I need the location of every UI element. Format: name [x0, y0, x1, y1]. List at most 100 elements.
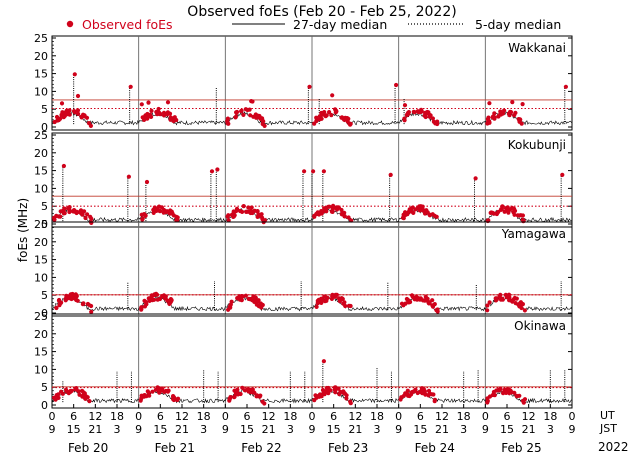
observed-point-high	[72, 72, 77, 77]
observed-point	[247, 389, 252, 394]
ut-tick-label: 12	[88, 410, 102, 423]
observed-point	[512, 113, 517, 118]
y-tick-label: 20	[34, 50, 48, 63]
ut-tick-label: 12	[435, 410, 449, 423]
observed-point	[83, 215, 88, 221]
observed-point	[146, 390, 151, 395]
observed-point	[521, 400, 526, 405]
observed-point	[319, 209, 324, 214]
observed-point	[485, 400, 490, 405]
observed-point	[423, 392, 428, 397]
observed-point	[154, 109, 159, 115]
observed-point	[142, 393, 147, 398]
observed-point	[52, 119, 57, 125]
observed-point	[71, 208, 76, 214]
observed-point	[316, 297, 321, 302]
observed-point	[62, 206, 67, 211]
observed-point	[149, 108, 154, 113]
observed-point	[142, 298, 147, 303]
observed-point	[59, 101, 65, 106]
observed-point-high	[311, 169, 316, 174]
ut-tick-label: 6	[504, 410, 511, 423]
observed-point	[156, 106, 161, 112]
observed-point	[168, 297, 173, 302]
observed-point	[58, 116, 63, 121]
observed-point	[339, 296, 344, 301]
observed-point	[522, 308, 528, 313]
observed-point	[421, 386, 426, 392]
observed-point	[165, 389, 170, 394]
station-name: Wakkanai	[508, 41, 566, 55]
ut-tick-label: 18	[283, 410, 297, 423]
observed-point	[417, 204, 422, 209]
jst-tick-label: 3	[114, 423, 121, 436]
observed-point	[242, 388, 247, 393]
observed-point	[233, 209, 239, 214]
observed-point	[521, 219, 526, 224]
observed-point	[143, 213, 148, 218]
observed-point	[163, 294, 168, 299]
jst-tick-label: 15	[67, 423, 81, 436]
observed-point	[252, 208, 257, 213]
observed-point	[57, 297, 62, 303]
observed-point	[231, 214, 236, 219]
observed-point	[343, 303, 348, 309]
observed-point	[240, 385, 245, 390]
observed-point-high	[560, 172, 565, 177]
observed-point	[54, 114, 60, 120]
ut-tick-label: 0	[49, 410, 56, 423]
observed-point	[241, 112, 246, 117]
observed-point	[498, 292, 503, 297]
jst-tick-label: 3	[287, 423, 294, 436]
jst-tick-label: 21	[348, 423, 362, 436]
observed-point	[322, 299, 328, 304]
day-label: Feb 24	[415, 441, 455, 455]
observed-point	[155, 297, 160, 302]
observed-point	[518, 213, 523, 218]
jst-tick-label: 15	[240, 423, 254, 436]
jst-tick-label: 3	[200, 423, 207, 436]
observed-point	[319, 394, 324, 399]
observed-point	[139, 212, 144, 217]
observed-point	[85, 212, 90, 217]
y-tick-label: 5	[41, 103, 48, 116]
jst-tick-label: 15	[500, 423, 514, 436]
y-tick-label: 0	[41, 121, 48, 134]
observed-point	[399, 301, 405, 306]
observed-point	[255, 113, 260, 118]
observed-point	[329, 113, 334, 118]
observed-point	[405, 388, 410, 393]
day-label: Feb 23	[328, 441, 368, 455]
observed-point	[326, 391, 331, 396]
ut-tick-label: 0	[222, 410, 229, 423]
observed-point	[322, 392, 327, 397]
observed-point	[404, 113, 410, 118]
observed-point	[235, 387, 240, 392]
observed-point	[175, 217, 180, 222]
ut-tick-label: 0	[482, 410, 489, 423]
observed-point	[504, 390, 509, 395]
observed-point	[496, 114, 501, 119]
observed-point	[435, 307, 440, 312]
y-tick-label: 20	[34, 147, 48, 160]
observed-point	[154, 291, 159, 296]
observed-point	[319, 300, 324, 305]
observed-point	[67, 112, 72, 117]
observed-point	[161, 113, 167, 118]
jst-tick-label: 9	[309, 423, 316, 436]
observed-point	[487, 300, 492, 305]
ut-tick-label: 18	[370, 410, 384, 423]
observed-point	[487, 120, 492, 125]
observed-point	[320, 388, 326, 393]
observed-point	[319, 110, 324, 116]
ut-tick-label: 12	[262, 410, 276, 423]
observed-point	[139, 102, 144, 107]
observed-point	[411, 109, 416, 114]
observed-point-high	[388, 172, 393, 177]
observed-point	[518, 301, 523, 306]
observed-point	[509, 205, 515, 210]
observed-point	[398, 397, 403, 402]
observed-point-high	[321, 359, 326, 364]
observed-point	[252, 390, 257, 395]
y-tick-label: 20	[34, 236, 48, 249]
